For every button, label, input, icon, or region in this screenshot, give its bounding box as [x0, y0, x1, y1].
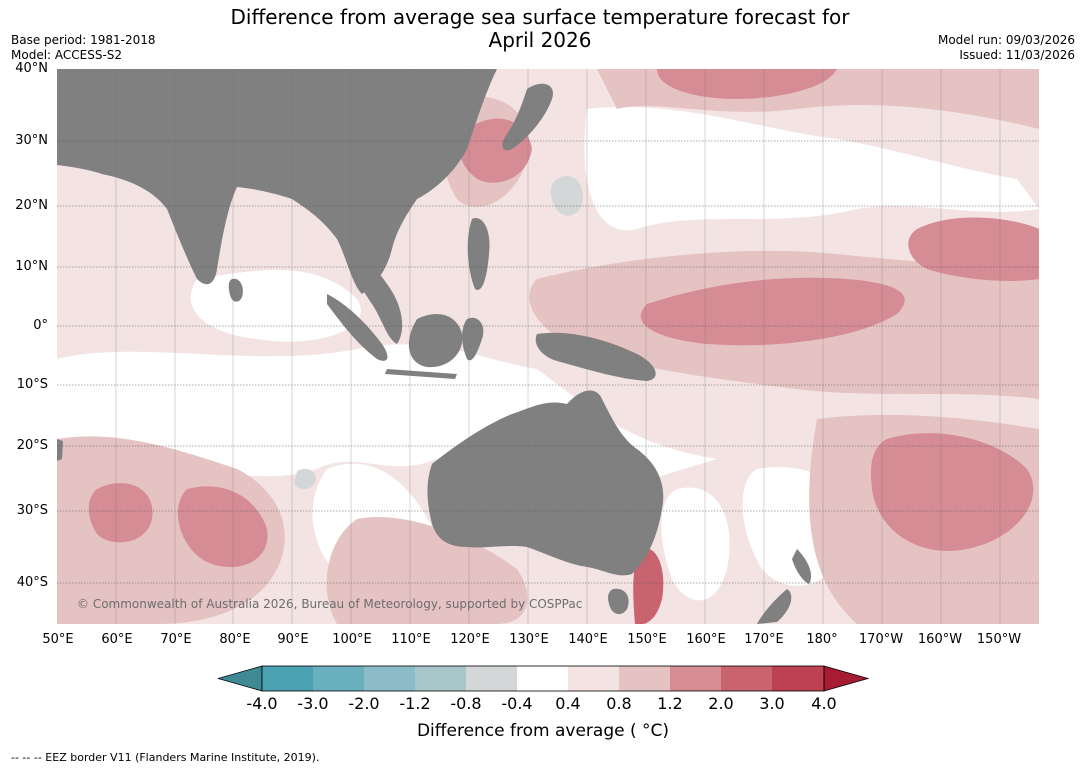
warm-region-south-indian: [57, 436, 285, 624]
land-masses: [57, 69, 812, 624]
strong-warm-equatorial: [640, 277, 905, 346]
land-new-guinea: [535, 332, 656, 381]
colorbar-arrow-high: [823, 665, 870, 692]
strong-warm-southwest-pacific: [870, 433, 1034, 551]
colorbar-tick-label: -1.2: [399, 694, 431, 713]
map-canvas: [57, 69, 1039, 624]
colorbar: [218, 665, 870, 692]
land-madagascar: [57, 439, 63, 461]
sst-anomaly-map[interactable]: © Commonwealth of Australia 2026, Bureau…: [57, 69, 1039, 624]
title-line-1: Difference from average sea surface temp…: [230, 5, 850, 29]
colorbar-tick-label: 0.8: [606, 694, 632, 713]
lon-label-50e: 50°E: [42, 632, 74, 647]
model-run: Model run: 09/03/2026: [937, 33, 1075, 47]
colorbar-tick-label: 3.0: [759, 694, 785, 713]
colorbar-tick-label: 4.0: [811, 694, 837, 713]
lat-label-10s: 10°S: [16, 377, 48, 392]
colorbar-bin-6: [517, 666, 568, 691]
colorbar-tick-label: -0.4: [501, 694, 533, 713]
strong-warm-south-indian-1: [177, 486, 268, 568]
meta-left: Base period: 1981-2018 Model: ACCESS-S2: [11, 33, 156, 63]
land-new-zealand-north: [792, 549, 812, 584]
eez-footnote: -- -- -- EEZ border V11 (Flanders Marine…: [11, 751, 320, 764]
lon-label-130e: 130°E: [509, 632, 549, 647]
lat-label-40s: 40°S: [16, 575, 48, 590]
land-tasmania: [608, 588, 629, 615]
issued-date: Issued: 11/03/2026: [959, 48, 1075, 62]
colorbar-bin-11: [772, 666, 824, 691]
lon-label-170w: 170°W: [858, 632, 904, 647]
title-line-2: April 2026: [488, 28, 592, 52]
colorbar-bin-1: [262, 666, 313, 691]
colorbar-title: Difference from average ( °C): [416, 721, 670, 741]
colorbar-bin-3: [364, 666, 415, 691]
lat-label-40n: 40°N: [15, 61, 48, 76]
colorbar-bin-7: [568, 666, 619, 691]
colorbar-bin-9: [670, 666, 721, 691]
land-japan: [502, 83, 553, 151]
colorbar-bin-8: [619, 666, 670, 691]
meridians: [115, 69, 1001, 624]
lon-label-140e: 140°E: [568, 632, 608, 647]
colorbar-bin-2: [313, 666, 364, 691]
model-name: Model: ACCESS-S2: [11, 48, 123, 62]
colorbar-bin-4: [415, 666, 466, 691]
lon-label-100e: 100°E: [332, 632, 372, 647]
lon-label-160w: 160°W: [917, 632, 963, 647]
meta-right: Model run: 09/03/2026 Issued: 11/03/2026: [938, 33, 1075, 63]
strong-warm-east-australia: [633, 548, 664, 624]
land-sri-lanka: [228, 278, 243, 302]
land-new-zealand-south: [757, 589, 792, 624]
lon-label-90e: 90°E: [277, 632, 309, 647]
lon-label-120e: 120°E: [450, 632, 490, 647]
colorbar-tick-label: -2.0: [348, 694, 380, 713]
colorbar-tick-label: -3.0: [297, 694, 329, 713]
lat-label-30s: 30°S: [16, 503, 48, 518]
lon-label-150e: 150°E: [627, 632, 667, 647]
colorbar-tick-label: -0.8: [450, 694, 482, 713]
neutral-region-tasman: [661, 487, 730, 601]
chart-title: Difference from average sea surface temp…: [220, 6, 860, 52]
strong-warm-north-pacific: [657, 69, 837, 99]
land-sumatra: [327, 294, 388, 361]
land-australia: [427, 390, 664, 576]
lon-label-110e: 110°E: [391, 632, 431, 647]
strong-warm-south-indian-2: [88, 483, 153, 543]
land-borneo: [408, 314, 463, 368]
lon-label-150w: 150°W: [976, 632, 1022, 647]
lat-label-10n: 10°N: [15, 259, 48, 274]
cool-patch-philippine-sea: [550, 175, 583, 216]
land-asia: [57, 69, 497, 294]
lat-label-20s: 20°S: [16, 438, 48, 453]
land-philippines: [467, 218, 490, 290]
cool-patch-indian: [294, 468, 316, 489]
lat-label-30n: 30°N: [15, 133, 48, 148]
colorbar-tick-label: 1.2: [657, 694, 683, 713]
land-indochina: [347, 249, 403, 344]
colorbar-tick-label: 0.4: [555, 694, 581, 713]
base-period: Base period: 1981-2018: [11, 33, 156, 47]
colorbar-tick-label: -4.0: [246, 694, 278, 713]
lon-label-180: 180°: [806, 632, 838, 647]
colorbar-tick-label: 2.0: [708, 694, 734, 713]
lon-label-80e: 80°E: [219, 632, 251, 647]
lon-label-70e: 70°E: [160, 632, 192, 647]
lon-label-60e: 60°E: [101, 632, 133, 647]
warm-region-south-central: [326, 517, 528, 624]
lon-label-170e: 170°E: [744, 632, 784, 647]
colorbar-arrow-low: [218, 665, 263, 692]
copyright-notice: © Commonwealth of Australia 2026, Bureau…: [77, 597, 583, 611]
land-java: [385, 369, 457, 379]
neutral-region-north-pacific: [584, 106, 1039, 231]
colorbar-bin-5: [466, 666, 517, 691]
lat-label-20n: 20°N: [15, 198, 48, 213]
lon-label-160e: 160°E: [686, 632, 726, 647]
land-sulawesi: [462, 317, 484, 361]
lat-label-equator: 0°: [33, 318, 48, 333]
colorbar-bin-10: [721, 666, 772, 691]
